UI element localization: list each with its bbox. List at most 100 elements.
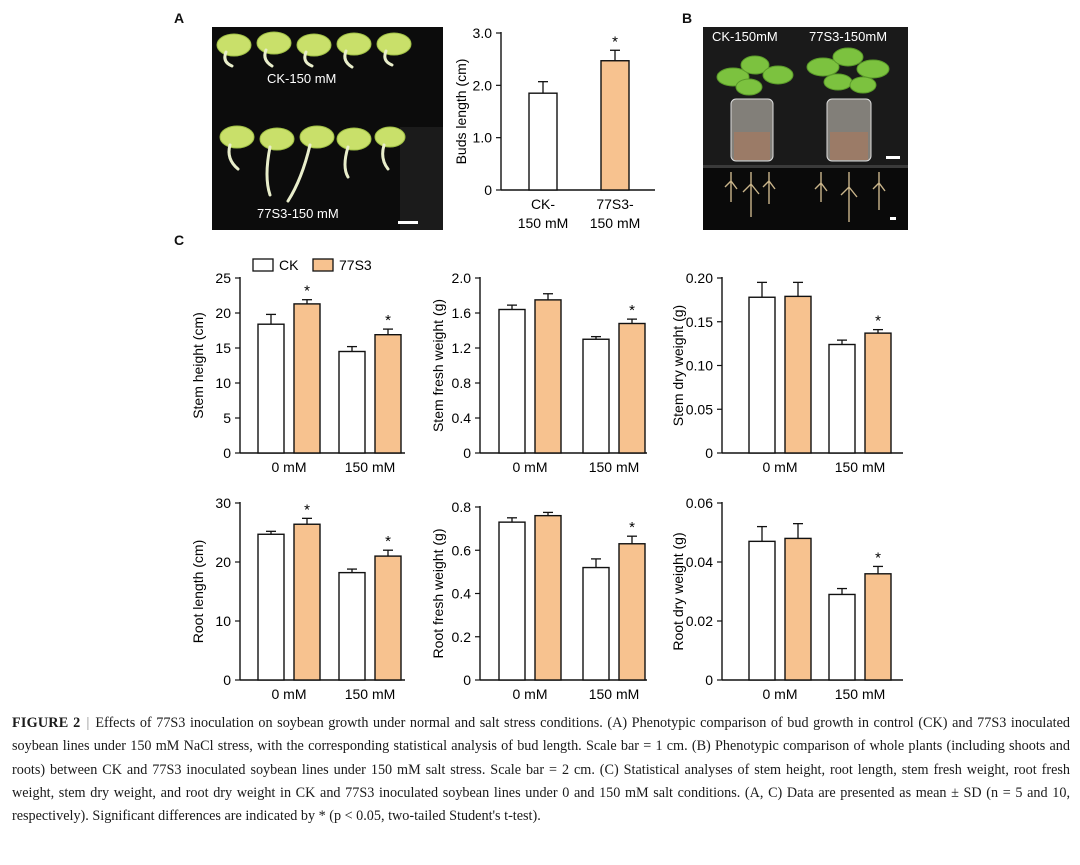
y-tick-label: 0 (223, 445, 231, 461)
x-tick-label: 150 mM (589, 686, 640, 702)
panel-label-a: A (174, 10, 185, 26)
y-axis-label: Root dry weight (g) (670, 532, 686, 650)
plant-photo-left-label: CK-150mM (712, 29, 778, 44)
bar-ck (498, 308, 526, 454)
y-tick-label: 0 (484, 182, 492, 198)
y-tick-label: 0.10 (686, 358, 713, 374)
bud-photo-top-label: CK-150 mM (267, 71, 337, 86)
y-tick-label: 0.06 (686, 495, 713, 511)
legend-label-77s3: 77S3 (339, 257, 372, 273)
y-tick-label: 0 (463, 445, 471, 461)
bar-ck (828, 343, 856, 454)
bar-ck (528, 92, 558, 191)
bar-ck (257, 323, 285, 454)
plant-photo-illustration (703, 27, 908, 222)
x-tick-label: 0 mM (272, 686, 307, 702)
x-tick-label: 0 mM (763, 686, 798, 702)
chart-stem-fresh-weight: 0 0.4 0.8 1.2 1.6 2.0 Stem fresh weight (g) * 0 … (430, 270, 647, 475)
bar-ck (338, 571, 366, 681)
chart-root-length: 0 10 20 30 Root length (cm) * * 0 mM 150 mM (190, 495, 405, 702)
significance-star: * (629, 519, 635, 536)
chart-root-fresh-weight: 0 0.2 0.4 0.6 0.8 Root fresh weight (g) * 0 mM 1… (430, 499, 647, 702)
x-tick-label: 0 mM (513, 686, 548, 702)
bar-ck (582, 338, 610, 454)
bar-77s3 (864, 332, 892, 454)
y-tick-label: 0.4 (452, 410, 472, 426)
legend-swatch-77s3 (312, 258, 334, 272)
bar-ck (748, 296, 776, 454)
y-tick-label: 0.8 (452, 375, 472, 391)
x-tick-label: 150 mM (835, 686, 886, 702)
legend-swatch-ck (252, 258, 274, 272)
y-tick-label: 1.0 (473, 130, 493, 146)
x-tick-label: 77S3- (596, 196, 634, 212)
bar-77s3 (374, 555, 402, 681)
significance-star: * (385, 533, 391, 550)
y-tick-label: 0.2 (452, 629, 472, 645)
x-tick-label: 150 mM (835, 459, 886, 475)
bar-77s3 (864, 573, 892, 681)
significance-star: * (629, 302, 635, 319)
y-tick-label: 0.02 (686, 613, 713, 629)
y-tick-label: 2.0 (452, 270, 472, 286)
bar-77s3 (374, 333, 402, 454)
caption-text: Effects of 77S3 inoculation on soybean g… (12, 715, 1070, 825)
y-tick-label: 0.20 (686, 270, 713, 286)
significance-star: * (612, 33, 618, 50)
bud-photo-bottom-label: 77S3-150 mM (257, 206, 339, 221)
x-tick-label: 0 mM (763, 459, 798, 475)
bar-77s3 (784, 295, 812, 454)
bar-77s3 (618, 543, 646, 681)
x-tick-label: 150 mM (345, 459, 396, 475)
plant-photo: CK-150mM 77S3-150mM (703, 27, 908, 230)
legend: CK 77S3 (252, 257, 372, 273)
bar-ck (338, 350, 366, 454)
y-tick-label: 20 (215, 554, 231, 570)
y-tick-label: 1.6 (452, 305, 472, 321)
y-tick-label: 5 (223, 410, 231, 426)
x-tick-label: 0 mM (513, 459, 548, 475)
y-axis-label: Root length (cm) (190, 540, 206, 643)
y-tick-label: 10 (215, 613, 231, 629)
y-tick-label: 0 (705, 672, 713, 688)
x-tick-label: CK- (531, 196, 555, 212)
bar-77s3 (534, 299, 562, 454)
bar-77s3 (600, 60, 630, 191)
bar-ck (498, 521, 526, 681)
significance-star: * (304, 283, 310, 300)
y-tick-label: 10 (215, 375, 231, 391)
chart-root-dry-weight: 0 0.02 0.04 0.06 Root dry weight (g) * 0 mM 150… (670, 495, 903, 702)
y-tick-label: 0.4 (452, 586, 472, 602)
panel-label-c: C (174, 232, 185, 248)
significance-star: * (875, 549, 881, 566)
y-tick-label: 1.2 (452, 340, 472, 356)
x-tick-label: 150 mM (589, 459, 640, 475)
y-axis-label: Stem fresh weight (g) (430, 299, 446, 432)
x-tick-label: 150 mM (518, 215, 569, 231)
chart-stem-dry-weight: 0 0.05 0.10 0.15 0.20 Stem dry weight (g) * 0 m… (670, 270, 903, 475)
bar-ck (828, 593, 856, 681)
y-tick-label: 0.6 (452, 542, 472, 558)
chart-buds-length: 0 1.0 2.0 3.0 Buds length (cm) * CK- 150 mM 77S3… (453, 25, 655, 231)
panel-label-b: B (682, 10, 693, 26)
bar-ck (748, 540, 776, 681)
y-tick-label: 0 (705, 445, 713, 461)
figure-label: FIGURE 2 (12, 715, 81, 731)
y-tick-label: 2.0 (473, 77, 493, 93)
chart-stem-height: 0 5 10 15 20 25 Stem height (cm) * * 0 mM 150 mM (190, 270, 405, 475)
y-tick-label: 0.15 (686, 314, 713, 330)
y-tick-label: 0.05 (686, 401, 713, 417)
x-tick-label: 0 mM (272, 459, 307, 475)
y-tick-label: 20 (215, 305, 231, 321)
y-tick-label: 0.04 (686, 554, 713, 570)
x-tick-label: 150 mM (345, 686, 396, 702)
bud-photo: CK-150 mM 77S3-150 mM (212, 27, 443, 230)
bar-77s3 (534, 514, 562, 681)
y-tick-label: 15 (215, 340, 231, 356)
significance-star: * (875, 313, 881, 330)
x-tick-label: 150 mM (590, 215, 641, 231)
legend-label-ck: CK (279, 257, 299, 273)
bar-ck (257, 533, 285, 681)
plant-photo-right-label: 77S3-150mM (809, 29, 888, 44)
y-tick-label: 0 (463, 672, 471, 688)
